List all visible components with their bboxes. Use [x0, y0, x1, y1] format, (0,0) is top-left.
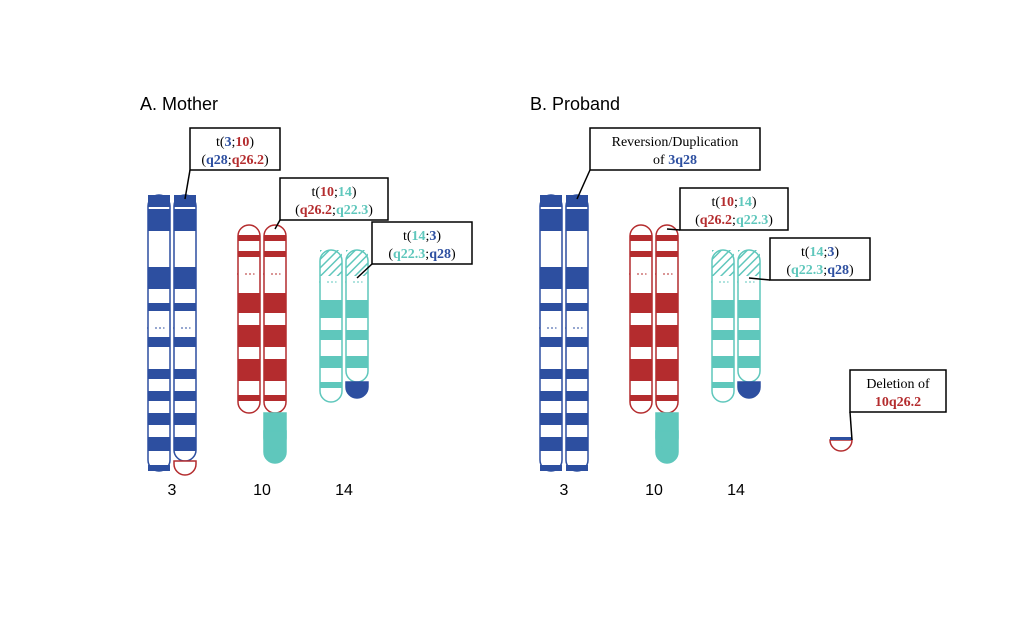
svg-text:(q22.3;q28): (q22.3;q28)	[786, 263, 854, 278]
svg-text:(q22.3;q28): (q22.3;q28)	[388, 247, 456, 262]
svg-text:3: 3	[560, 482, 569, 499]
svg-text:(q26.2;q22.3): (q26.2;q22.3)	[295, 203, 373, 218]
svg-text:Deletion of: Deletion of	[866, 377, 930, 392]
svg-text:10: 10	[253, 482, 271, 499]
svg-text:Reversion/Duplication: Reversion/Duplication	[612, 135, 739, 150]
svg-text:(q26.2;q22.3): (q26.2;q22.3)	[695, 213, 773, 228]
svg-text:t(3;10): t(3;10)	[216, 135, 254, 150]
panel-a-title: A. Mother	[140, 94, 218, 114]
svg-text:3: 3	[168, 482, 177, 499]
svg-text:10: 10	[645, 482, 663, 499]
svg-text:t(10;14): t(10;14)	[311, 185, 356, 200]
svg-text:10q26.2: 10q26.2	[875, 395, 921, 410]
svg-text:14: 14	[727, 482, 745, 499]
svg-text:t(14;3): t(14;3)	[801, 245, 839, 260]
panel-b: 3 10 14 Reversion/Duplication of 3q28 t(10;14…	[539, 128, 946, 499]
svg-text:t(10;14): t(10;14)	[711, 195, 756, 210]
svg-text:14: 14	[335, 482, 353, 499]
panel-a: 3 10 14 t(3;10) (q28;q26.2) t(10;14) (q26.2;q2…	[147, 128, 472, 499]
karyotype-diagram: A. Mother B. Proband 3 10 14 t(3;10) (q28;q2…	[0, 0, 1024, 629]
svg-text:t(14;3): t(14;3)	[403, 229, 441, 244]
svg-text:of 3q28: of 3q28	[653, 153, 697, 168]
svg-text:(q28;q26.2): (q28;q26.2)	[201, 153, 269, 168]
panel-b-title: B. Proband	[530, 94, 620, 114]
